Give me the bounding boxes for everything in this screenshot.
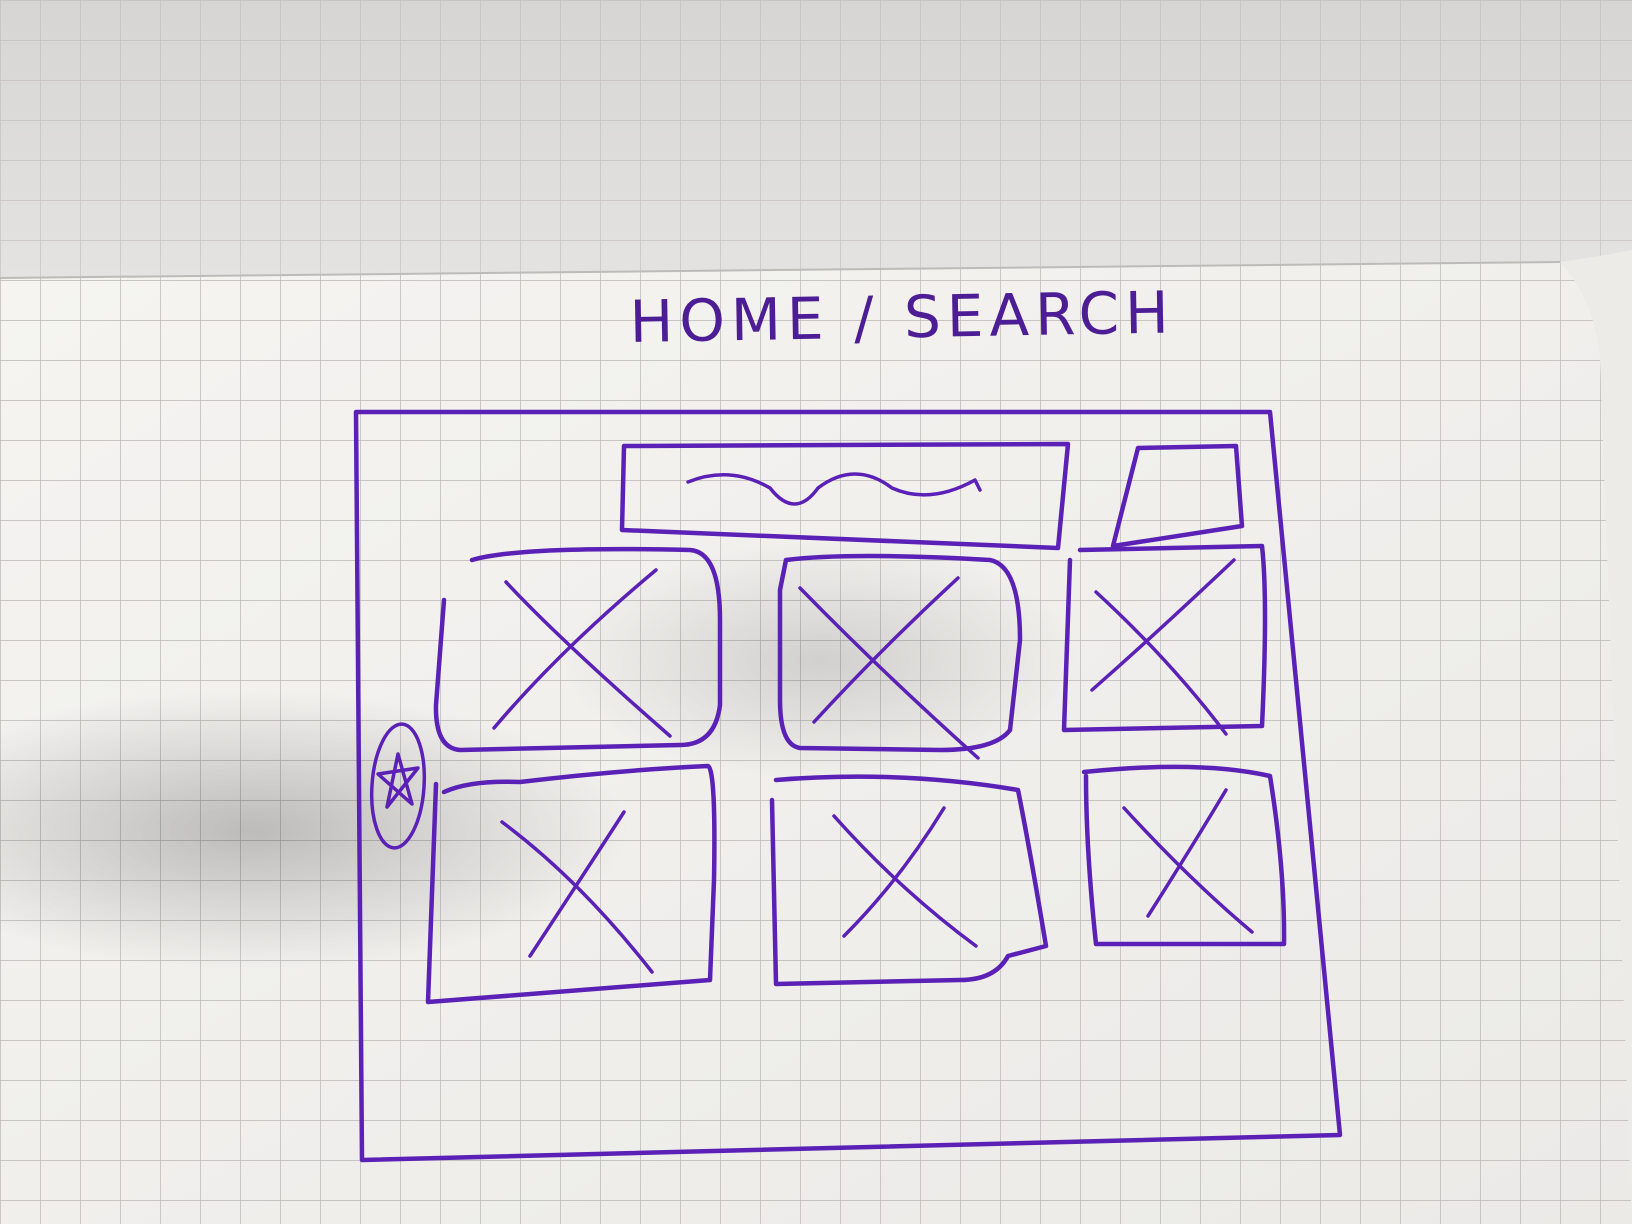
sketch-title: HOME / SEARCH (629, 278, 1175, 356)
image-card-5 (769, 774, 1049, 987)
search-button (1110, 443, 1245, 549)
bottom-page (0, 261, 1632, 1224)
image-card-3 (1061, 543, 1268, 736)
image-card-4 (425, 763, 717, 1005)
image-card-6 (1081, 764, 1287, 947)
search-bar (619, 441, 1071, 551)
star-icon (369, 722, 427, 850)
image-card-2 (777, 553, 1023, 760)
screen-frame (353, 409, 1343, 1163)
top-page (0, 0, 1632, 278)
image-card-1 (433, 546, 723, 753)
